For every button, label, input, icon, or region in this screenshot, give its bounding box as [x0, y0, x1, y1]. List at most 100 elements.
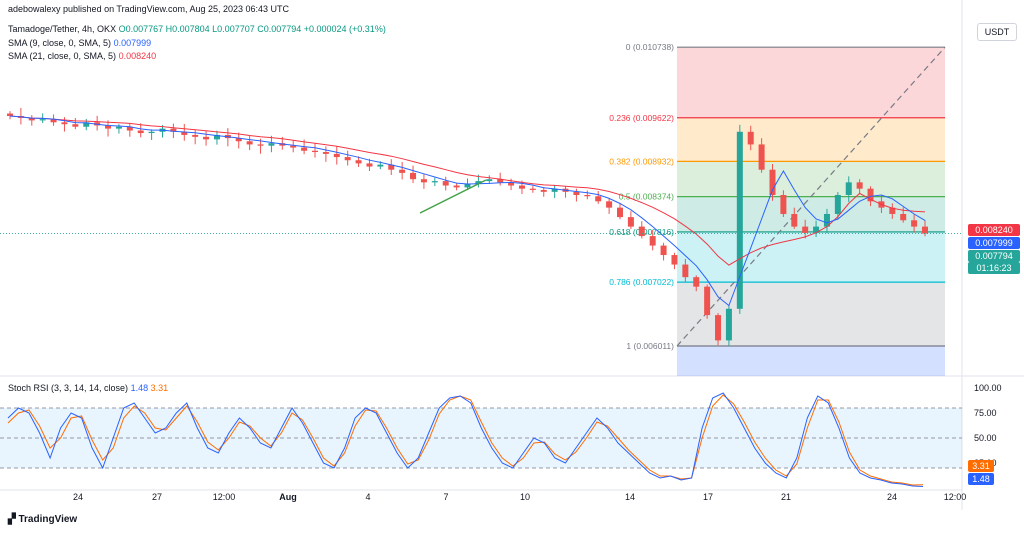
candle-body — [823, 213, 830, 227]
candle-body — [758, 144, 765, 170]
candle-body — [268, 143, 275, 146]
candle-body — [235, 138, 242, 142]
symbol-title: Tamadoge/Tether, 4h, OKX — [8, 24, 117, 34]
candle-body — [50, 119, 57, 123]
countdown-tag: 01:16:23 — [968, 262, 1020, 274]
candle-body — [39, 119, 46, 121]
time-axis-tick: 24 — [73, 492, 83, 502]
sma21-legend[interactable]: SMA (21, close, 0, SMA, 5) 0.008240 — [8, 51, 156, 61]
candle-body — [410, 172, 417, 180]
candle-body — [660, 245, 667, 256]
candle-body — [834, 195, 841, 214]
candle-body — [61, 122, 68, 125]
fib-level-label: 0.5 (0.008374) — [619, 192, 674, 202]
time-axis-tick: 24 — [887, 492, 897, 502]
candle-body — [791, 213, 798, 227]
candle-body — [715, 315, 722, 341]
sma9-label: SMA (9, close, 0, SMA, 5) — [8, 38, 112, 48]
candle-body — [213, 134, 220, 140]
candle-body — [573, 191, 580, 195]
candle-body — [355, 160, 362, 164]
candle-body — [475, 181, 482, 184]
sma9-legend[interactable]: SMA (9, close, 0, SMA, 5) 0.007999 — [8, 38, 151, 48]
candle-body — [736, 131, 743, 309]
tradingview-logo-text: TradingView — [18, 514, 78, 525]
candle-body — [671, 255, 678, 265]
fib-level-label: 0.382 (0.008932) — [609, 156, 674, 166]
candle-body — [584, 195, 591, 197]
candle-body — [192, 134, 199, 137]
sma21-price-tag: 0.008240 — [968, 224, 1020, 236]
stoch-d-line — [7, 394, 924, 486]
candle-body — [638, 226, 645, 237]
candle-body — [518, 185, 525, 189]
candle-body — [312, 150, 318, 153]
stoch-d-tag: 3.31 — [968, 460, 994, 472]
candle-body — [257, 144, 264, 146]
candle-body — [911, 220, 918, 227]
stoch-rsi-label: Stoch RSI (3, 3, 14, 14, close) — [8, 383, 129, 393]
candle-body — [464, 183, 471, 188]
candle-body — [442, 181, 449, 186]
candle-body — [845, 182, 852, 195]
time-axis-tick: 4 — [365, 492, 370, 502]
candle-body — [126, 126, 133, 131]
time-axis-tick: Aug — [279, 492, 297, 502]
stoch-axis-tick: 100.00 — [974, 383, 1002, 393]
candle-body — [290, 145, 297, 148]
tradingview-logo[interactable]: ▞ TradingView — [8, 514, 77, 525]
stoch-rsi-legend[interactable]: Stoch RSI (3, 3, 14, 14, close) 1.48 3.3… — [8, 383, 168, 393]
candle-body — [497, 179, 504, 183]
candle-body — [377, 164, 384, 167]
currency-selector-button[interactable]: USDT — [977, 23, 1017, 41]
candle-body — [595, 196, 602, 202]
ohlc-values: O0.007767 H0.007804 L0.007707 C0.007794 … — [118, 24, 386, 34]
fib-level-label: 1 (0.006011) — [626, 341, 674, 351]
candle-body — [508, 182, 515, 186]
candle-body — [769, 169, 776, 195]
fib-zone — [677, 161, 945, 197]
candle-body — [693, 277, 700, 287]
candle-body — [540, 189, 547, 192]
time-axis-tick: 10 — [520, 492, 530, 502]
symbol-header: Tamadoge/Tether, 4h, OKX O0.007767 H0.00… — [8, 24, 386, 34]
stoch-k-line — [7, 392, 924, 487]
time-axis-tick: 7 — [443, 492, 448, 502]
time-axis-tick: 14 — [625, 492, 635, 502]
candle-body — [246, 141, 253, 145]
candle-body — [388, 164, 395, 170]
candle-body — [529, 188, 536, 190]
tradingview-logo-icon: ▞ — [8, 514, 16, 525]
candle-body — [802, 226, 809, 233]
candle-body — [83, 122, 90, 127]
stoch-k-tag: 1.48 — [968, 473, 994, 485]
candle-body — [28, 117, 35, 121]
candle-body — [344, 157, 351, 161]
candle-body — [551, 188, 558, 192]
candle-body — [420, 179, 427, 183]
candle-body — [333, 153, 340, 158]
last-price-tag: 0.007794 — [968, 250, 1020, 262]
candle-body — [627, 217, 634, 227]
candle-body — [137, 130, 144, 134]
candle-body — [725, 308, 732, 341]
fib-level-label: 0.236 (0.009622) — [609, 113, 674, 123]
candle-body — [170, 128, 177, 132]
fib-zone — [677, 282, 945, 347]
candle-body — [115, 126, 122, 129]
candle-body — [7, 113, 13, 116]
sma21-label: SMA (21, close, 0, SMA, 5) — [8, 51, 117, 61]
sma9-line — [9, 115, 926, 307]
candle-body — [486, 179, 493, 182]
candle-body — [72, 124, 79, 127]
sma21-value: 0.008240 — [118, 51, 157, 61]
sma21-line — [9, 115, 926, 266]
fib-zone — [677, 117, 945, 162]
candle-body — [856, 182, 863, 189]
fib-zone — [677, 231, 945, 283]
candle-body — [682, 264, 689, 278]
candle-body — [399, 169, 406, 173]
fib-zone — [677, 47, 945, 118]
candle-body — [704, 286, 711, 316]
